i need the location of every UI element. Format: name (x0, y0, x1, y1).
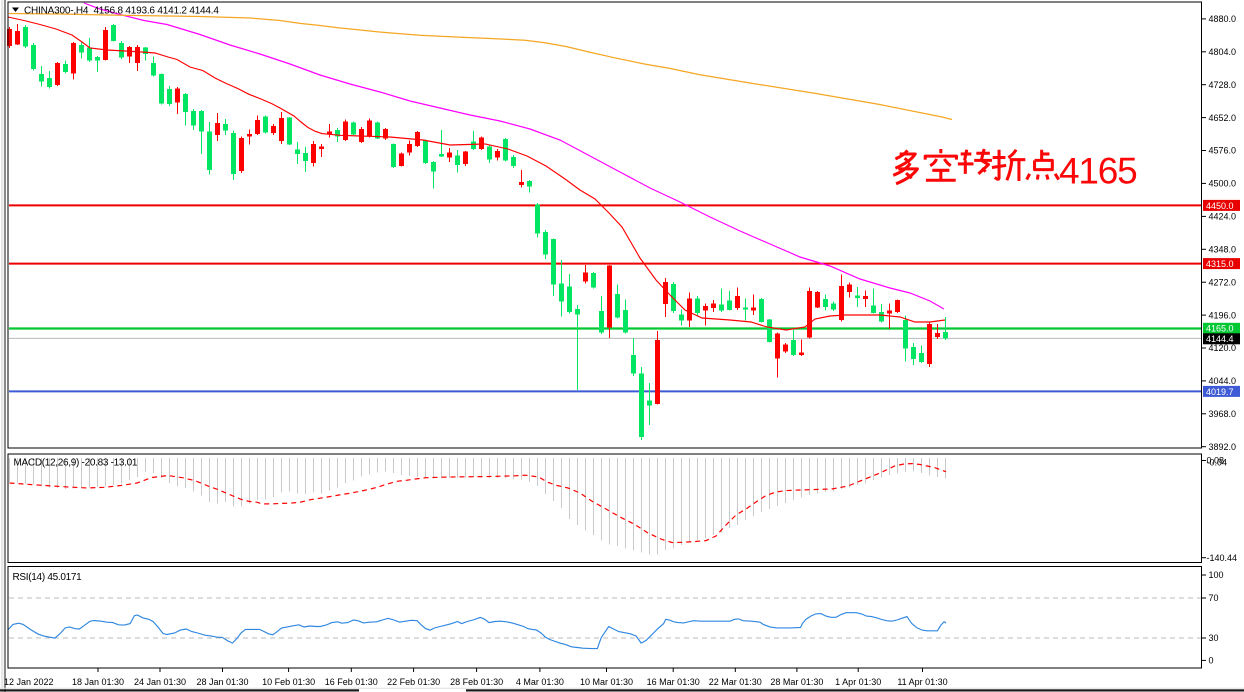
svg-text:-0.04: -0.04 (1207, 458, 1228, 468)
svg-text:4165.0: 4165.0 (1206, 324, 1234, 334)
svg-text:100: 100 (1209, 570, 1224, 580)
svg-text:4144.4: 4144.4 (1206, 334, 1234, 344)
svg-text:MACD(12,26,9) -20.83 -13.01: MACD(12,26,9) -20.83 -13.01 (14, 458, 138, 469)
svg-text:22 Mar 01:30: 22 Mar 01:30 (709, 677, 762, 687)
svg-text:RSI(14) 45.0171: RSI(14) 45.0171 (13, 572, 83, 583)
svg-text:4019.7: 4019.7 (1206, 387, 1234, 397)
svg-text:28 Feb 01:30: 28 Feb 01:30 (450, 677, 503, 687)
svg-text:4315.0: 4315.0 (1206, 259, 1234, 269)
svg-text:4165: 4165 (1059, 151, 1137, 192)
svg-text:4120.0: 4120.0 (1209, 343, 1237, 353)
svg-text:4804.0: 4804.0 (1209, 47, 1237, 57)
svg-text:4500.0: 4500.0 (1209, 179, 1237, 189)
svg-text:3968.0: 3968.0 (1209, 409, 1237, 419)
svg-text:0: 0 (1209, 656, 1214, 666)
svg-text:4424.0: 4424.0 (1209, 212, 1237, 222)
svg-text:28 Jan 01:30: 28 Jan 01:30 (196, 677, 248, 687)
svg-text:-140.44: -140.44 (1207, 553, 1238, 563)
svg-text:30: 30 (1209, 633, 1219, 643)
svg-text:4196.0: 4196.0 (1209, 310, 1237, 320)
svg-text:16 Mar 01:30: 16 Mar 01:30 (647, 677, 700, 687)
svg-text:4044.0: 4044.0 (1209, 376, 1237, 386)
svg-text:70: 70 (1209, 593, 1219, 603)
svg-text:12 Jan 2022: 12 Jan 2022 (4, 677, 54, 687)
svg-text:CHINA300-,H4 4156.8 4193.6 41: CHINA300-,H4 4156.8 4193.6 4141.2 4144.4 (24, 6, 219, 17)
svg-text:24 Jan 01:30: 24 Jan 01:30 (134, 677, 186, 687)
svg-text:4576.0: 4576.0 (1209, 146, 1237, 156)
svg-text:4880.0: 4880.0 (1209, 14, 1237, 24)
svg-text:4272.0: 4272.0 (1209, 277, 1237, 287)
svg-text:10 Feb 01:30: 10 Feb 01:30 (262, 677, 315, 687)
svg-text:18 Jan 01:30: 18 Jan 01:30 (72, 677, 124, 687)
svg-text:28 Mar 01:30: 28 Mar 01:30 (770, 677, 823, 687)
svg-text:4652.0: 4652.0 (1209, 113, 1237, 123)
svg-text:4450.0: 4450.0 (1206, 201, 1234, 211)
svg-text:4348.0: 4348.0 (1209, 245, 1237, 255)
svg-text:11 Apr 01:30: 11 Apr 01:30 (897, 677, 947, 687)
svg-text:1 Apr 01:30: 1 Apr 01:30 (835, 677, 881, 687)
svg-text:0.08: 0.08 (1207, 456, 1225, 466)
svg-text:16 Feb 01:30: 16 Feb 01:30 (325, 677, 378, 687)
svg-text:3892.0: 3892.0 (1209, 442, 1237, 452)
svg-text:4 Mar 01:30: 4 Mar 01:30 (516, 677, 564, 687)
svg-text:4728.0: 4728.0 (1209, 80, 1237, 90)
svg-text:22 Feb 01:30: 22 Feb 01:30 (387, 677, 440, 687)
svg-text:10 Mar 01:30: 10 Mar 01:30 (580, 677, 633, 687)
